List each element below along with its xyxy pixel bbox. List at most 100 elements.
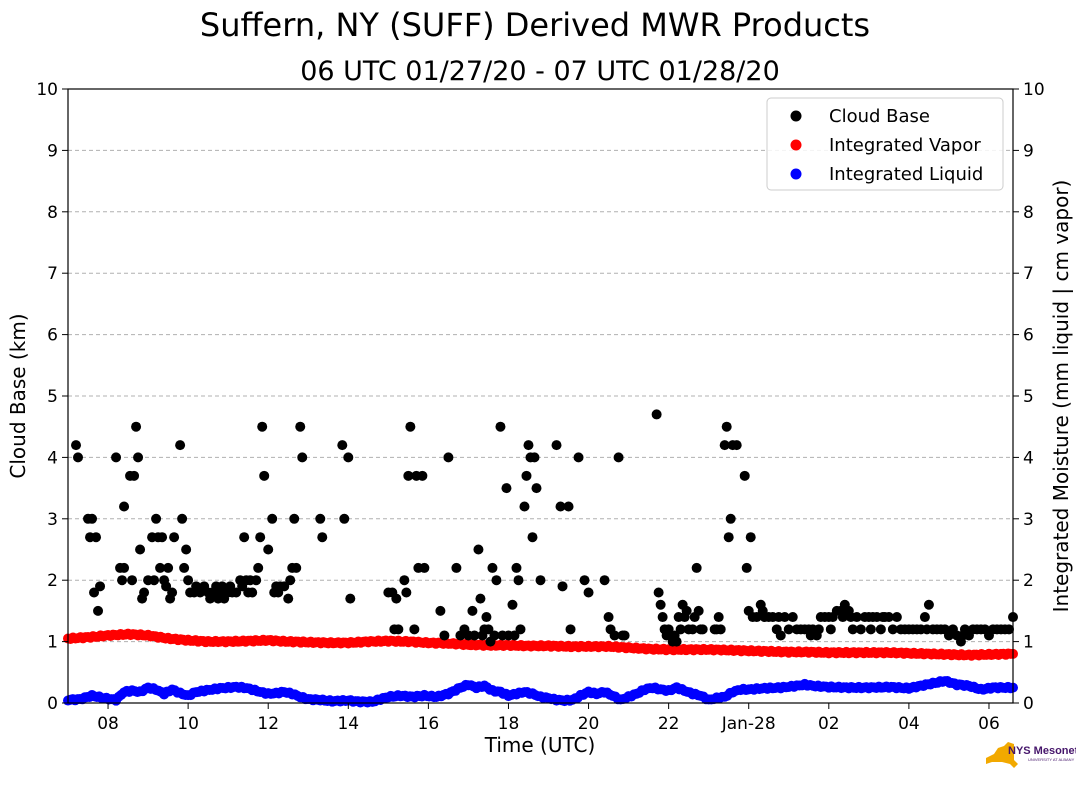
cloud-base-point	[177, 513, 188, 524]
y2-tick-label: 8	[1023, 203, 1034, 223]
cloud-base-point	[419, 562, 430, 573]
logo-text: NYS Mesonet	[1008, 745, 1076, 757]
cloud-base-point	[291, 562, 302, 573]
cloud-base-point	[775, 630, 786, 641]
cloud-base-point	[399, 575, 410, 586]
logo-subtext: UNIVERSITY AT ALBANY	[1028, 757, 1075, 762]
y2-tick-label: 1	[1023, 633, 1034, 653]
legend-label-integrated-liquid: Integrated Liquid	[829, 164, 983, 185]
cloud-base-point	[161, 581, 172, 592]
cloud-base-point	[217, 581, 228, 592]
cloud-base-point	[483, 624, 494, 635]
cloud-base-point	[923, 599, 934, 610]
legend-marker-integrated-vapor	[790, 139, 802, 151]
cloud-base-point	[509, 630, 520, 641]
cloud-base-point	[603, 612, 614, 623]
cloud-base-point	[725, 513, 736, 524]
x-tick-label: 02	[818, 714, 840, 734]
legend-label-integrated-vapor: Integrated Vapor	[829, 135, 981, 156]
x-axis-label: Time (UTC)	[484, 733, 596, 757]
cloud-base-point	[583, 587, 594, 598]
cloud-base-point	[403, 470, 414, 481]
cloud-base-point	[579, 575, 590, 586]
cloud-base-point	[247, 587, 258, 598]
cloud-base-point	[391, 593, 402, 604]
cloud-base-point	[167, 587, 178, 598]
cloud-base-point	[779, 612, 790, 623]
cloud-base-point	[93, 605, 104, 616]
y2-tick-label: 9	[1023, 141, 1034, 161]
cloud-base-point	[175, 440, 186, 451]
cloud-base-point	[731, 440, 742, 451]
cloud-base-point	[557, 581, 568, 592]
y-tick-label: 6	[47, 326, 58, 346]
series-integrated-vapor	[63, 628, 1018, 661]
x-tick-label: 12	[257, 714, 279, 734]
x-axis: 08 10 12 14 16 18 20 22 Jan-28 02 04 06	[97, 703, 1000, 734]
cloud-base-point	[851, 612, 862, 623]
cloud-base-point	[259, 470, 270, 481]
series-integrated-liquid	[63, 675, 1018, 708]
cloud-base-point	[675, 624, 686, 635]
y2-tick-label: 3	[1023, 510, 1034, 530]
x-tick-label: 14	[337, 714, 359, 734]
cloud-base-point	[783, 624, 794, 635]
cloud-base-point	[655, 599, 666, 610]
chart-title: Suffern, NY (SUFF) Derived MWR Products	[200, 6, 870, 44]
y-tick-label: 9	[47, 141, 58, 161]
cloud-base-point	[297, 452, 308, 463]
cloud-base-point	[573, 452, 584, 463]
y2-tick-label: 4	[1023, 448, 1034, 468]
cloud-base-point	[681, 605, 692, 616]
ny-state-shape-icon	[986, 742, 1018, 768]
y-tick-label: 3	[47, 510, 58, 530]
cloud-base-point	[609, 630, 620, 641]
chart-subtitle: 06 UTC 01/27/20 - 07 UTC 01/28/20	[300, 56, 780, 87]
x-tick-label: 22	[658, 714, 680, 734]
cloud-base-point	[507, 599, 518, 610]
cloud-base-point	[887, 624, 898, 635]
y2-tick-label: 7	[1023, 264, 1034, 284]
cloud-base-point	[495, 421, 506, 432]
cloud-base-point	[501, 483, 512, 494]
cloud-base-point	[91, 532, 102, 543]
cloud-base-point	[285, 575, 296, 586]
cloud-base-point	[515, 624, 526, 635]
y2-tick-label: 2	[1023, 571, 1034, 591]
cloud-base-point	[289, 513, 300, 524]
cloud-base-point	[467, 605, 478, 616]
cloud-base-point	[713, 612, 724, 623]
cloud-base-point	[257, 421, 268, 432]
plot-series	[63, 409, 1018, 708]
x-tick-label: 18	[498, 714, 520, 734]
cloud-base-point	[183, 575, 194, 586]
cloud-base-point	[131, 421, 142, 432]
cloud-base-point	[475, 593, 486, 604]
cloud-base-point	[745, 532, 756, 543]
cloud-base-point	[343, 452, 354, 463]
cloud-base-point	[345, 593, 356, 604]
cloud-base-point	[87, 513, 98, 524]
cloud-base-point	[519, 501, 530, 512]
legend: Cloud Base Integrated Vapor Integrated L…	[766, 97, 1004, 191]
cloud-base-point	[531, 483, 542, 494]
cloud-base-point	[535, 575, 546, 586]
cloud-base-point	[149, 575, 160, 586]
cloud-base-point	[283, 593, 294, 604]
cloud-base-point	[435, 605, 446, 616]
x-tick-label: 16	[418, 714, 440, 734]
y-tick-label: 10	[36, 80, 58, 100]
cloud-base-point	[511, 562, 522, 573]
cloud-base-point	[133, 452, 144, 463]
cloud-base-point	[231, 587, 242, 598]
cloud-base-point	[527, 532, 538, 543]
cloud-base-point	[409, 624, 420, 635]
cloud-base-point	[439, 630, 450, 641]
y-tick-label: 0	[47, 694, 58, 714]
y-tick-label: 5	[47, 387, 58, 407]
cloud-base-point	[715, 624, 726, 635]
cloud-base-point	[875, 624, 886, 635]
cloud-base-point	[813, 624, 824, 635]
cloud-base-point	[473, 544, 484, 555]
